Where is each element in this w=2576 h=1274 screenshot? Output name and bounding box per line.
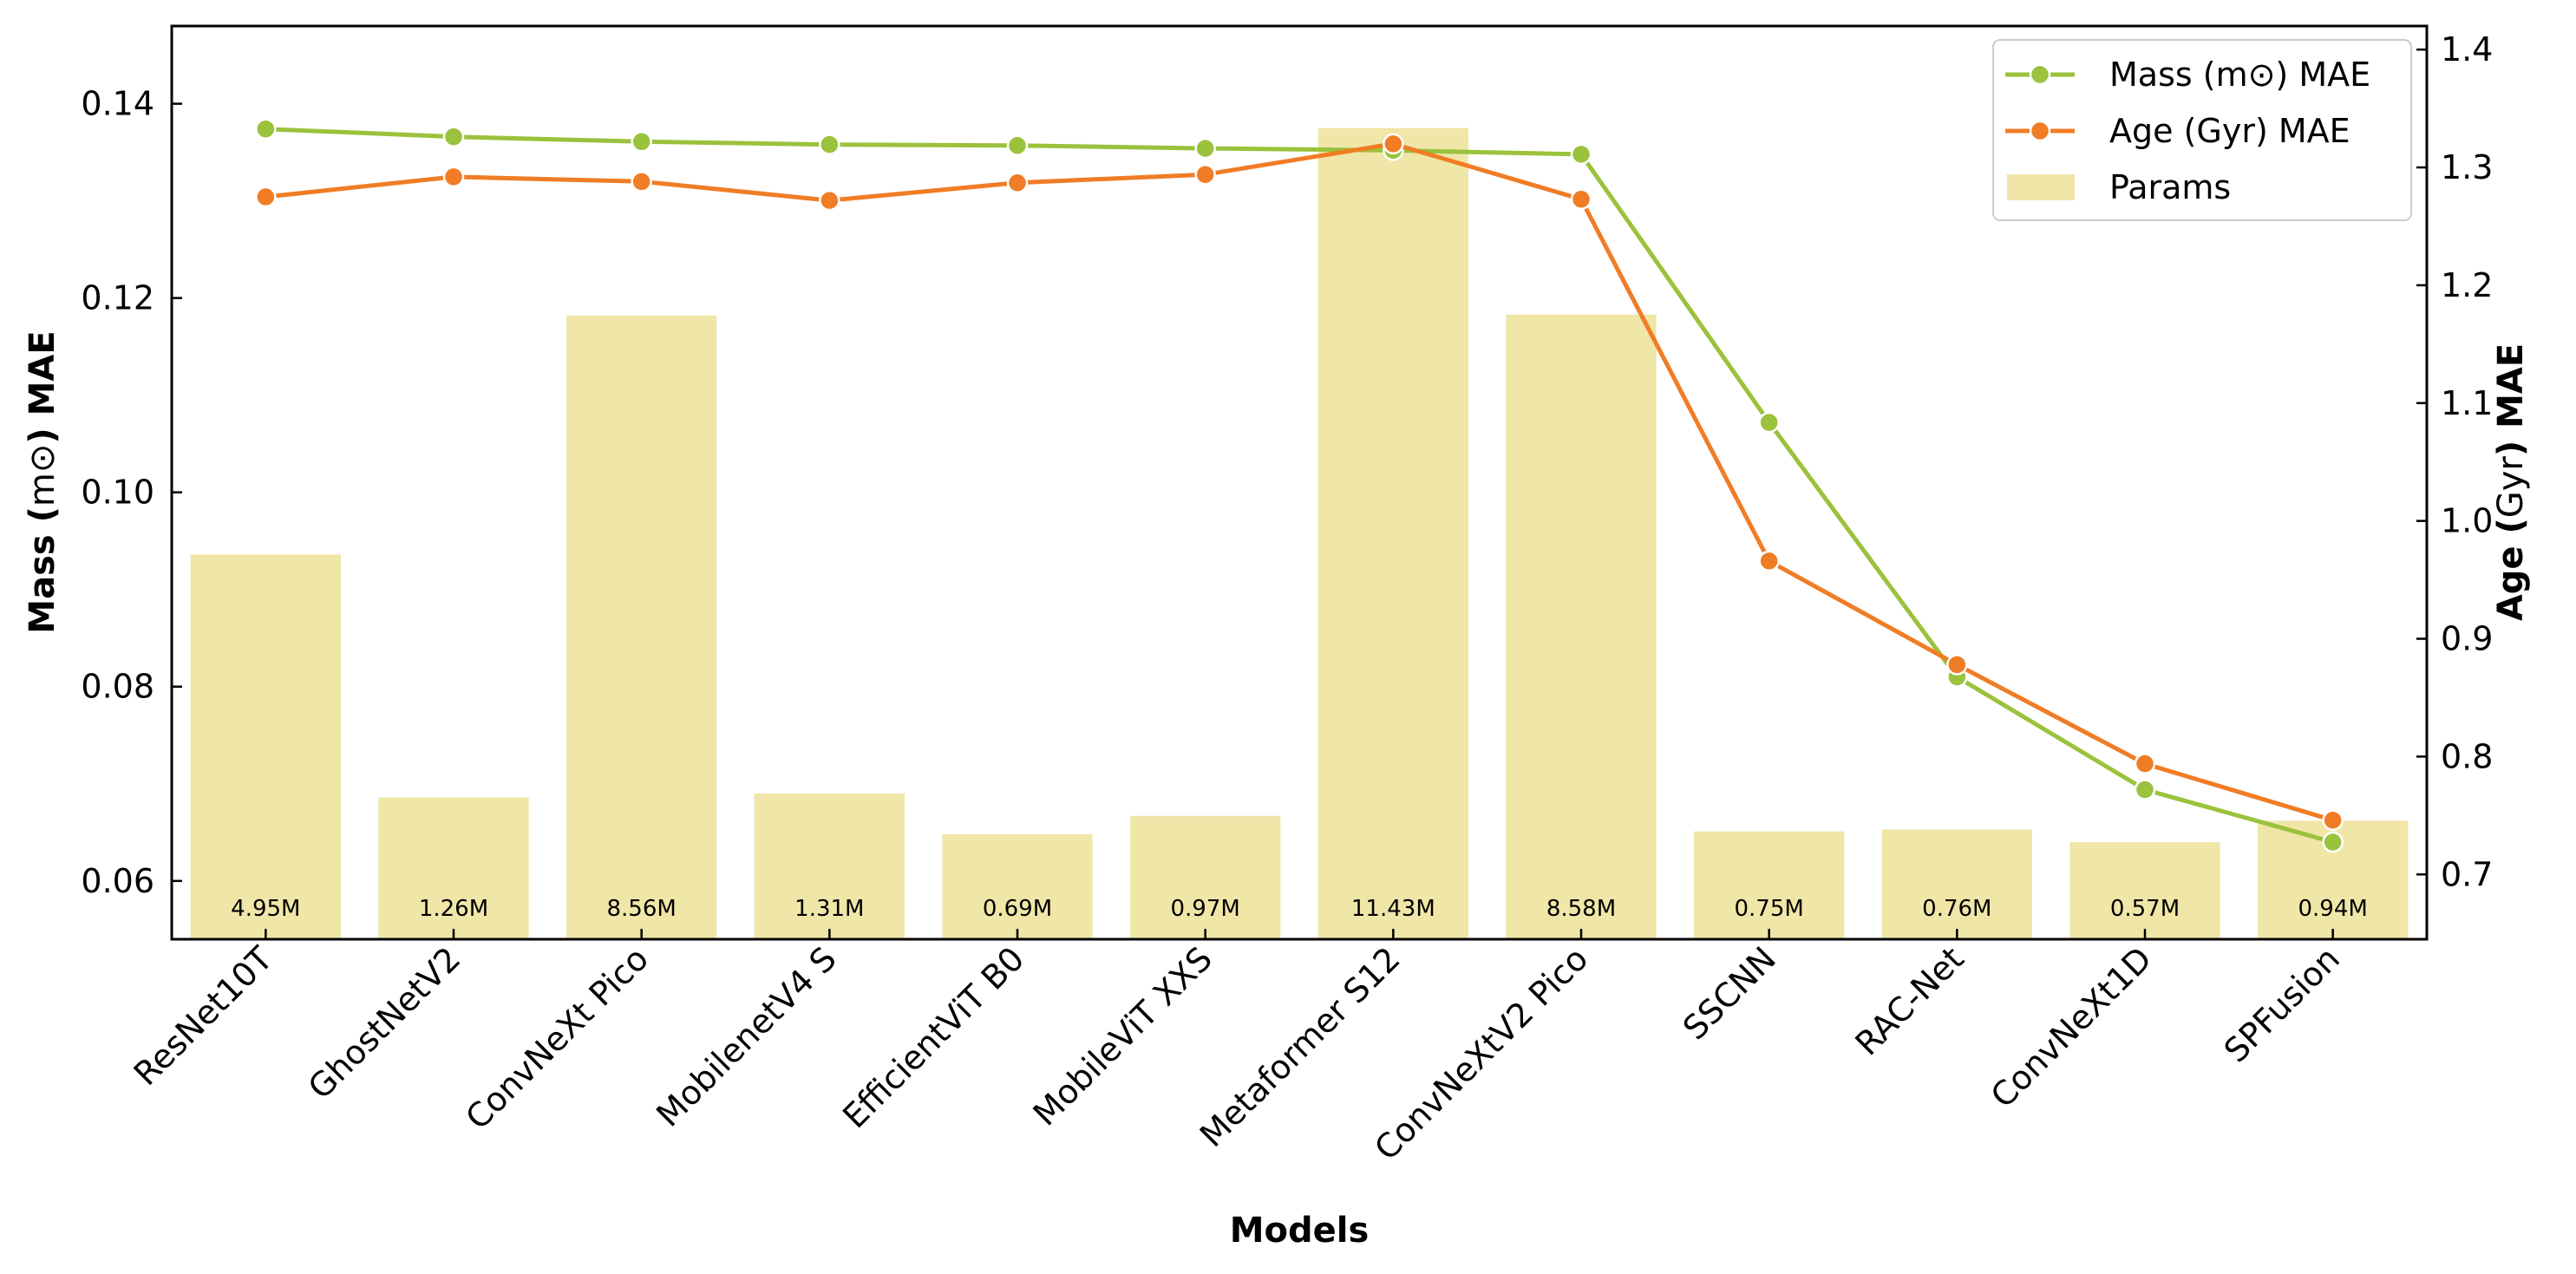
param-label-2: 8.56M — [607, 896, 677, 922]
right-tick-label-3: 1.0 — [2441, 502, 2493, 540]
params-bars — [190, 127, 2409, 940]
plot-frame — [170, 24, 2429, 941]
right-tick-label-4: 1.1 — [2441, 384, 2493, 422]
x-tick-label-1: GhostNetV2 — [301, 939, 468, 1107]
right-tick-label-1: 0.8 — [2441, 737, 2493, 775]
right-tick-label-0: 0.7 — [2441, 855, 2493, 893]
right-axis-title: Age (Gyr) MAE — [2491, 343, 2531, 621]
legend-params-text: Params — [2109, 168, 2231, 206]
left-tick-label-0: 0.06 — [81, 862, 154, 900]
param-bar-4 — [942, 834, 1093, 939]
param-bar-10 — [2069, 841, 2220, 939]
series-0-point-3 — [819, 134, 840, 155]
x-tick-label-8: SSCNN — [1676, 939, 1783, 1047]
series-1-point-11 — [2322, 809, 2344, 832]
series-1-point-8 — [1758, 550, 1780, 572]
legend-age-marker — [2029, 120, 2051, 142]
series-0-point-1 — [442, 126, 465, 147]
right-tick-label-7: 1.4 — [2441, 30, 2493, 69]
x-tick-label-4: EfficientViT B0 — [835, 939, 1031, 1135]
x-tick-label-7: ConvNeXtV2 Pico — [1367, 939, 1595, 1167]
series-1-point-1 — [442, 166, 465, 188]
right-tick-label-5: 1.2 — [2441, 266, 2493, 304]
param-bar-2 — [566, 315, 717, 940]
series-0-point-8 — [1758, 411, 1780, 434]
param-label-4: 0.69M — [983, 896, 1052, 922]
right-tick-label-6: 1.3 — [2441, 148, 2493, 186]
x-tick-label-10: ConvNeXt1D — [1984, 939, 2160, 1115]
param-bar-3 — [754, 793, 905, 939]
x-tick-label-2: ConvNeXt Pico — [458, 939, 656, 1137]
legend: Mass (m⊙) MAE Age (Gyr) MAE Params — [1992, 39, 2412, 221]
param-label-7: 8.58M — [1546, 896, 1616, 922]
series-0-point-2 — [631, 131, 652, 153]
param-bar-1 — [378, 797, 529, 939]
x-tick-label-3: MobilenetV4 S — [649, 939, 843, 1134]
left-tick-label-1: 0.08 — [81, 668, 154, 706]
series-1-point-10 — [2134, 753, 2156, 774]
legend-params-swatch — [2007, 174, 2075, 200]
param-bar-6 — [1317, 127, 1468, 940]
left-tick-label-2: 0.10 — [81, 474, 154, 512]
series-0-point-5 — [1194, 137, 1216, 160]
series-1-point-2 — [631, 171, 652, 193]
left-axis-title: Mass (m⊙) MAE — [23, 330, 62, 633]
series-0-point-11 — [2322, 831, 2344, 853]
param-label-0: 4.95M — [231, 896, 300, 922]
series-0-point-4 — [1006, 134, 1029, 157]
legend-age-text: Age (Gyr) MAE — [2109, 112, 2350, 150]
series-line-1 — [265, 141, 2334, 823]
x-tick-label-6: Metaformer S12 — [1193, 939, 1408, 1154]
left-axis-ticks: 0.06 0.08 0.10 0.12 0.14 — [81, 85, 182, 900]
x-tick-label-11: SPFusion — [2217, 939, 2347, 1069]
series-1-point-4 — [1006, 172, 1029, 193]
param-label-10: 0.57M — [2110, 896, 2180, 922]
legend-box — [1992, 39, 2412, 221]
param-bar-9 — [1881, 829, 2032, 939]
series-0-point-0 — [255, 118, 277, 140]
series-0-point-7 — [1570, 143, 1592, 166]
x-tick-label-9: RAC-Net — [1847, 939, 1971, 1062]
left-tick-label-3: 0.12 — [81, 279, 154, 317]
param-label-6: 11.43M — [1351, 896, 1435, 922]
right-tick-label-2: 0.9 — [2441, 620, 2493, 658]
series-1-point-3 — [819, 189, 840, 212]
legend-mass-marker — [2029, 63, 2051, 86]
series-line-0 — [265, 127, 2334, 845]
param-label-1: 1.26M — [419, 896, 488, 922]
param-bar-7 — [1506, 314, 1657, 939]
series-1-point-9 — [1946, 654, 1968, 676]
param-label-3: 1.31M — [794, 896, 864, 922]
series-0-point-10 — [2134, 779, 2156, 800]
x-tick-label-5: MobileViT XXS — [1026, 939, 1219, 1133]
legend-mass-text: Mass (m⊙) MAE — [2109, 56, 2370, 94]
param-label-8: 0.75M — [1735, 896, 1804, 922]
param-labels: 4.95M 1.26M 8.56M 1.31M 0.69M 0.97M 11.43M 8.58… — [231, 896, 2368, 922]
series-1-point-7 — [1570, 188, 1592, 210]
series-1-point-5 — [1194, 163, 1216, 186]
param-label-11: 0.94M — [2298, 896, 2368, 922]
param-bar-0 — [190, 554, 341, 939]
series-1-point-0 — [255, 186, 277, 208]
right-axis-ticks: 0.7 0.8 0.9 1.0 1.1 1.2 1.3 1.4 — [2416, 30, 2493, 893]
left-tick-label-4: 0.14 — [81, 85, 154, 123]
x-axis-title: Models — [1230, 1211, 1370, 1251]
x-tick-label-0: ResNet10T — [127, 939, 280, 1093]
param-bar-5 — [1130, 815, 1281, 939]
series-1-point-6 — [1383, 133, 1404, 155]
param-label-5: 0.97M — [1171, 896, 1240, 922]
param-label-9: 0.76M — [1922, 896, 1991, 922]
param-bar-8 — [1694, 831, 1845, 939]
mae-lines — [255, 118, 2344, 853]
